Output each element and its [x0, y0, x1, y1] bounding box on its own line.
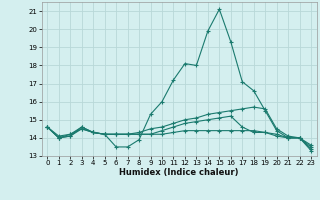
X-axis label: Humidex (Indice chaleur): Humidex (Indice chaleur) [119, 168, 239, 177]
